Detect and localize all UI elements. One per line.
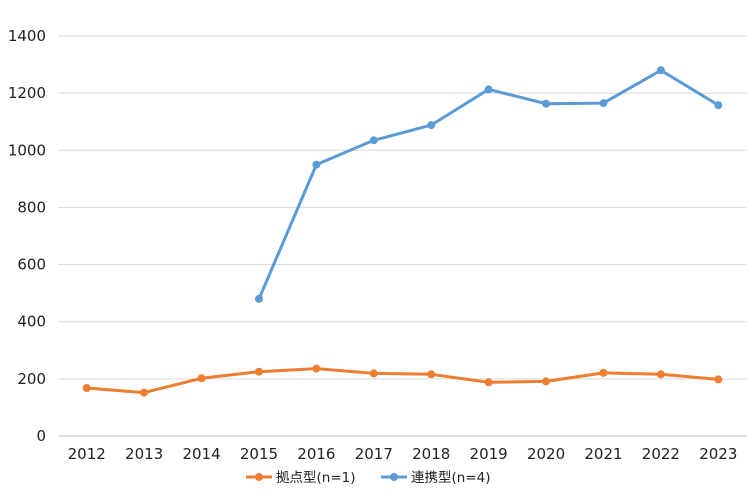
x-tick-label: 2023: [699, 445, 737, 463]
legend-marker: [255, 473, 263, 481]
y-tick-label: 0: [36, 427, 46, 445]
x-tick-label: 2022: [642, 445, 680, 463]
x-tick-label: 2018: [412, 445, 450, 463]
data-point: [599, 99, 608, 108]
gridlines: [58, 35, 747, 437]
y-tick-label: 200: [17, 370, 46, 388]
legend-marker: [390, 473, 398, 481]
x-tick-label: 2021: [584, 445, 622, 463]
data-point: [542, 377, 551, 386]
x-tick-label: 2012: [68, 445, 106, 463]
data-point: [484, 85, 493, 94]
series-line: [85, 367, 720, 395]
data-point: [656, 370, 665, 379]
y-tick-label: 600: [17, 256, 46, 274]
data-point: [369, 136, 378, 145]
x-tick-label: 2019: [470, 445, 508, 463]
y-tick-label: 1000: [8, 141, 46, 159]
data-point: [542, 99, 551, 108]
data-point: [140, 388, 149, 397]
data-point: [254, 294, 263, 303]
legend-item-1: 拠点型(n=1): [246, 470, 356, 486]
series-1: [82, 364, 723, 397]
x-tick-label: 2017: [355, 445, 393, 463]
data-point: [427, 370, 436, 379]
data-point: [312, 160, 321, 169]
series-group: [82, 66, 723, 397]
x-tick-label: 2013: [125, 445, 163, 463]
data-point: [312, 364, 321, 373]
legend: 拠点型(n=1) 連携型(n=4): [246, 470, 491, 486]
y-tick-label: 1200: [8, 84, 46, 102]
data-point: [82, 384, 91, 392]
data-point: [427, 121, 436, 130]
data-point: [599, 368, 608, 377]
y-tick-label: 400: [17, 313, 46, 331]
data-point: [484, 378, 493, 387]
data-point: [197, 374, 206, 383]
legend-label: 連携型(n=4): [411, 470, 491, 486]
y-tick-label: 1400: [8, 27, 46, 45]
data-point: [254, 367, 263, 376]
x-tick-label: 2020: [527, 445, 565, 463]
x-axis: 2012 2013 2014 2015 2016 2017 2018 2019 2020 2021…: [68, 445, 738, 463]
legend-label: 拠点型(n=1): [276, 470, 356, 486]
x-tick-label: 2014: [182, 445, 220, 463]
data-point: [656, 66, 665, 75]
y-axis: 0 200 400 600 800 1000 1200 1400: [8, 27, 46, 445]
data-point: [714, 375, 723, 384]
series-2: [254, 66, 723, 303]
x-tick-label: 2016: [297, 445, 335, 463]
data-point: [714, 101, 723, 110]
data-point: [369, 369, 378, 378]
legend-item-2: 連携型(n=4): [381, 470, 491, 486]
y-tick-label: 800: [17, 198, 46, 216]
x-tick-label: 2015: [240, 445, 278, 463]
